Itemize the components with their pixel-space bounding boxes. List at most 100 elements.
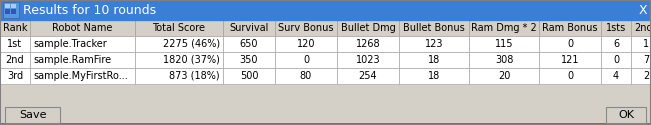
Bar (11, 9, 16, 14)
Bar (275, 52, 337, 68)
Text: 0: 0 (303, 55, 309, 65)
Bar (0, 36, 30, 52)
Text: 2275 (46%): 2275 (46%) (163, 39, 220, 49)
Bar (337, 52, 399, 68)
Bar (5, 4, 10, 8)
Bar (399, 20, 469, 36)
Bar (631, 36, 651, 52)
Text: 1sts: 1sts (606, 23, 626, 33)
Bar (337, 68, 399, 84)
Text: Robot Name: Robot Name (52, 23, 113, 33)
Bar (601, 36, 631, 52)
Bar (30, 68, 135, 84)
Text: 2nds: 2nds (634, 23, 651, 33)
Text: Results for 10 rounds: Results for 10 rounds (23, 4, 156, 16)
Text: OK: OK (618, 110, 634, 120)
Text: 2: 2 (643, 71, 649, 81)
Text: Bullet Bonus: Bullet Bonus (403, 23, 465, 33)
Text: sample.Tracker: sample.Tracker (33, 39, 107, 49)
Text: 0: 0 (567, 39, 573, 49)
Bar (223, 36, 275, 52)
Text: 121: 121 (561, 55, 579, 65)
Bar (469, 36, 539, 52)
Bar (631, 68, 651, 84)
Bar (601, 68, 631, 84)
Bar (275, 68, 337, 84)
Bar (469, 20, 539, 36)
Text: 1st: 1st (7, 39, 23, 49)
Text: 1023: 1023 (355, 55, 380, 65)
Text: 254: 254 (359, 71, 378, 81)
Text: 120: 120 (297, 39, 315, 49)
Text: 80: 80 (300, 71, 312, 81)
Bar (0, 123, 651, 125)
Bar (539, 68, 601, 84)
Bar (275, 20, 337, 36)
Bar (11, 4, 16, 8)
Bar (5, 106, 60, 122)
Text: sample.MyFirstRo...: sample.MyFirstRo... (33, 71, 128, 81)
Bar (469, 68, 539, 84)
Text: 1: 1 (643, 39, 649, 49)
Text: Bullet Dmg: Bullet Dmg (340, 23, 395, 33)
Bar (631, 52, 651, 68)
Bar (223, 20, 275, 36)
Bar (135, 20, 223, 36)
Bar (539, 20, 601, 36)
Text: 2nd: 2nd (6, 55, 24, 65)
Text: 18: 18 (428, 71, 440, 81)
Bar (601, 20, 631, 36)
Text: X: X (639, 4, 647, 16)
Bar (469, 52, 539, 68)
Text: Survival: Survival (229, 23, 269, 33)
Bar (539, 52, 601, 68)
Bar (0, 68, 30, 84)
Bar (223, 68, 275, 84)
Text: Save: Save (19, 110, 46, 120)
Bar (30, 20, 135, 36)
Bar (0, 104, 651, 125)
Text: 115: 115 (495, 39, 513, 49)
Text: 7: 7 (643, 55, 649, 65)
Bar (601, 52, 631, 68)
Text: 123: 123 (424, 39, 443, 49)
Bar (5, 9, 10, 14)
Text: 3rd: 3rd (7, 71, 23, 81)
Bar (135, 52, 223, 68)
Text: 873 (18%): 873 (18%) (169, 71, 220, 81)
Text: 500: 500 (240, 71, 258, 81)
Text: 0: 0 (613, 55, 619, 65)
Bar (0, 20, 30, 36)
Bar (399, 36, 469, 52)
Text: 20: 20 (498, 71, 510, 81)
Text: Surv Bonus: Surv Bonus (278, 23, 334, 33)
Bar (399, 68, 469, 84)
Text: 650: 650 (240, 39, 258, 49)
Bar (275, 36, 337, 52)
Bar (0, 0, 651, 20)
Bar (3, 2, 19, 18)
Bar (0, 52, 30, 68)
Bar (337, 20, 399, 36)
Bar (30, 36, 135, 52)
Bar (223, 52, 275, 68)
Bar (30, 52, 135, 68)
Bar (135, 68, 223, 84)
Bar (399, 52, 469, 68)
Text: Rank: Rank (3, 23, 27, 33)
Text: Total Score: Total Score (152, 23, 206, 33)
Bar (539, 36, 601, 52)
Text: 1268: 1268 (355, 39, 380, 49)
Text: 4: 4 (613, 71, 619, 81)
Text: 308: 308 (495, 55, 513, 65)
Bar (606, 106, 646, 122)
Bar (337, 36, 399, 52)
Text: 18: 18 (428, 55, 440, 65)
Text: Ram Dmg * 2: Ram Dmg * 2 (471, 23, 537, 33)
Text: 350: 350 (240, 55, 258, 65)
Text: 1820 (37%): 1820 (37%) (163, 55, 220, 65)
Bar (631, 20, 651, 36)
Text: Ram Bonus: Ram Bonus (542, 23, 598, 33)
Text: sample.RamFire: sample.RamFire (33, 55, 111, 65)
Text: 0: 0 (567, 71, 573, 81)
